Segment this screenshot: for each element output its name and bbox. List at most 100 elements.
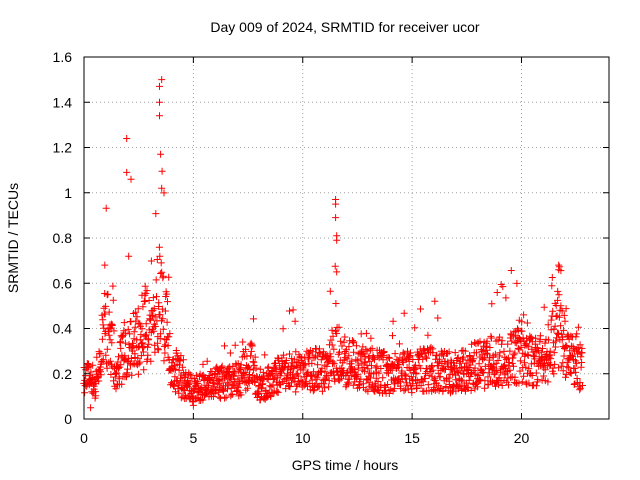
data-point (160, 342, 168, 350)
data-point (465, 376, 473, 384)
data-point (345, 375, 353, 383)
data-point (379, 374, 387, 382)
data-point (509, 354, 517, 362)
data-point (407, 349, 414, 357)
data-point (105, 308, 113, 316)
data-point (242, 345, 250, 353)
data-point (318, 364, 326, 372)
data-point (87, 404, 95, 412)
data-point (516, 335, 523, 342)
data-point (156, 82, 163, 90)
data-point (105, 331, 113, 339)
data-point (147, 315, 154, 323)
data-point (359, 380, 367, 388)
data-point (156, 112, 163, 120)
data-point (511, 349, 519, 357)
data-point (104, 290, 112, 298)
data-point (247, 347, 255, 355)
data-point (147, 257, 155, 265)
data-point (562, 305, 570, 313)
data-point (292, 388, 300, 396)
data-point (117, 338, 124, 346)
data-point (457, 376, 465, 384)
data-point (170, 365, 178, 373)
data-point (139, 339, 147, 347)
data-point (228, 391, 236, 398)
data-point (487, 332, 495, 340)
data-point (576, 341, 584, 349)
data-point (134, 354, 142, 362)
data-point (110, 327, 118, 335)
data-point (544, 378, 552, 386)
data-point (112, 370, 120, 377)
data-point (513, 279, 521, 287)
data-point (335, 323, 343, 331)
data-point (197, 385, 205, 393)
data-point (510, 351, 518, 359)
data-point (81, 389, 89, 397)
data-point (205, 381, 213, 389)
data-point (158, 184, 166, 192)
data-point (515, 379, 523, 387)
data-point (498, 337, 506, 345)
data-point (149, 294, 157, 302)
data-point (568, 351, 576, 359)
data-point (555, 291, 563, 299)
data-point (231, 369, 239, 377)
data-point (282, 357, 290, 364)
data-point (327, 336, 335, 344)
data-point (115, 353, 122, 361)
data-point (286, 350, 293, 358)
data-point (407, 373, 415, 381)
data-point (417, 382, 425, 390)
data-point (445, 348, 453, 356)
data-point (544, 321, 552, 329)
data-point (132, 308, 140, 316)
data-point (177, 352, 185, 360)
data-point (179, 363, 187, 371)
data-point (482, 349, 490, 357)
data-point (515, 345, 523, 353)
data-point (321, 384, 329, 392)
data-point (531, 355, 539, 363)
data-point (577, 353, 585, 361)
data-point (237, 364, 244, 372)
data-point (221, 342, 228, 350)
data-point (109, 296, 117, 304)
data-point (142, 331, 150, 339)
data-point (93, 353, 101, 361)
data-point (252, 364, 260, 372)
data-point (160, 189, 168, 197)
x-tick-label: 5 (189, 430, 197, 446)
data-point (336, 348, 343, 356)
data-point (189, 401, 197, 409)
data-point (332, 300, 340, 307)
data-point (400, 309, 408, 317)
data-point (341, 333, 349, 341)
data-point (250, 315, 257, 323)
y-tick-label: 1.6 (53, 49, 73, 65)
data-point (251, 353, 259, 361)
data-point (237, 391, 245, 399)
data-point (159, 325, 167, 333)
data-point (494, 357, 502, 364)
data-point (405, 357, 413, 365)
data-point (575, 383, 583, 391)
data-point (89, 361, 97, 369)
data-point (350, 348, 358, 356)
data-point (560, 311, 568, 319)
data-point (352, 356, 360, 364)
data-point (142, 320, 150, 328)
data-point (357, 355, 365, 363)
data-point (314, 383, 322, 391)
data-point (486, 344, 494, 351)
data-point (337, 337, 345, 345)
data-point (121, 352, 129, 360)
data-point (241, 368, 249, 376)
data-point (374, 378, 382, 385)
data-point (220, 386, 228, 394)
data-point (554, 287, 562, 295)
data-point (368, 362, 375, 370)
data-point (516, 357, 524, 365)
